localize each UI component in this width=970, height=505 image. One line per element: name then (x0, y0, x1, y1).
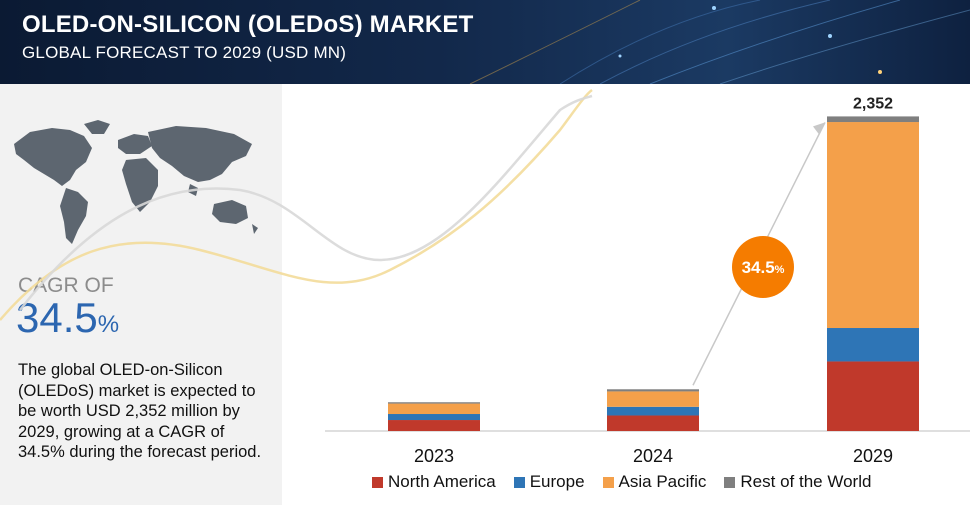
bar-2024-europe (607, 406, 699, 416)
summary-panel: CAGR OF 34.5% The global OLED-on-Silicon… (0, 84, 282, 505)
bar-2023-north-america (388, 420, 480, 431)
cagr-percent: % (97, 311, 120, 338)
bar-2023-rest-of-the-world (388, 402, 480, 404)
cagr-number: 34.5 (16, 294, 98, 341)
cagr-bubble (732, 236, 794, 298)
bar-2023-asia-pacific (388, 403, 480, 415)
bar-2023-europe (388, 414, 480, 421)
bar-2024-rest-of-the-world (607, 389, 699, 392)
page-subtitle: GLOBAL FORECAST TO 2029 (USD MN) (22, 43, 347, 62)
legend-item-europe: Europe (513, 472, 585, 492)
market-description: The global OLED-on-Silicon (OLEDoS) mark… (18, 361, 262, 461)
legend-swatch (513, 476, 525, 488)
x-tick-label-2029: 2029 (853, 446, 893, 466)
legend-item-asia-pacific: Asia Pacific (602, 472, 707, 492)
page-title: OLED-ON-SILICON (OLEDoS) MARKET (22, 11, 474, 38)
legend-swatch (372, 476, 383, 488)
growth-arrow-head (813, 122, 825, 135)
legend-item-rest-of-the-world: Rest of the World (724, 472, 871, 492)
header-banner: OLED-ON-SILICON (OLEDoS) MARKET GLOBAL F… (0, 0, 970, 84)
bar-2029-asia-pacific (827, 122, 919, 329)
legend-item-north-america: North America (372, 472, 496, 492)
legend-label: Rest of the World (740, 472, 872, 491)
world-map-icon (14, 120, 258, 244)
bar-2024-asia-pacific (607, 391, 699, 407)
bar-2024-north-america (607, 415, 699, 431)
legend-label: Asia Pacific (618, 472, 707, 491)
legend-swatch (724, 476, 736, 488)
header-decoration (469, 0, 970, 84)
legend-label: Europe (529, 472, 585, 491)
x-tick-label-2023: 2023 (414, 446, 454, 466)
bar-2029-europe (827, 328, 919, 362)
total-value-label: 2,352 (853, 95, 893, 112)
legend-label: North America (388, 472, 496, 491)
legend-swatch (602, 476, 614, 488)
x-tick-label-2024: 2024 (633, 446, 673, 466)
bar-2029-rest-of-the-world (827, 116, 919, 123)
bar-2029-north-america (827, 361, 919, 431)
chart-legend: North America Europe Asia Pacific Rest of t… (372, 472, 871, 492)
cagr-value: 34.5% (16, 294, 119, 342)
cagr-bubble-label: 34.5% (742, 258, 785, 277)
